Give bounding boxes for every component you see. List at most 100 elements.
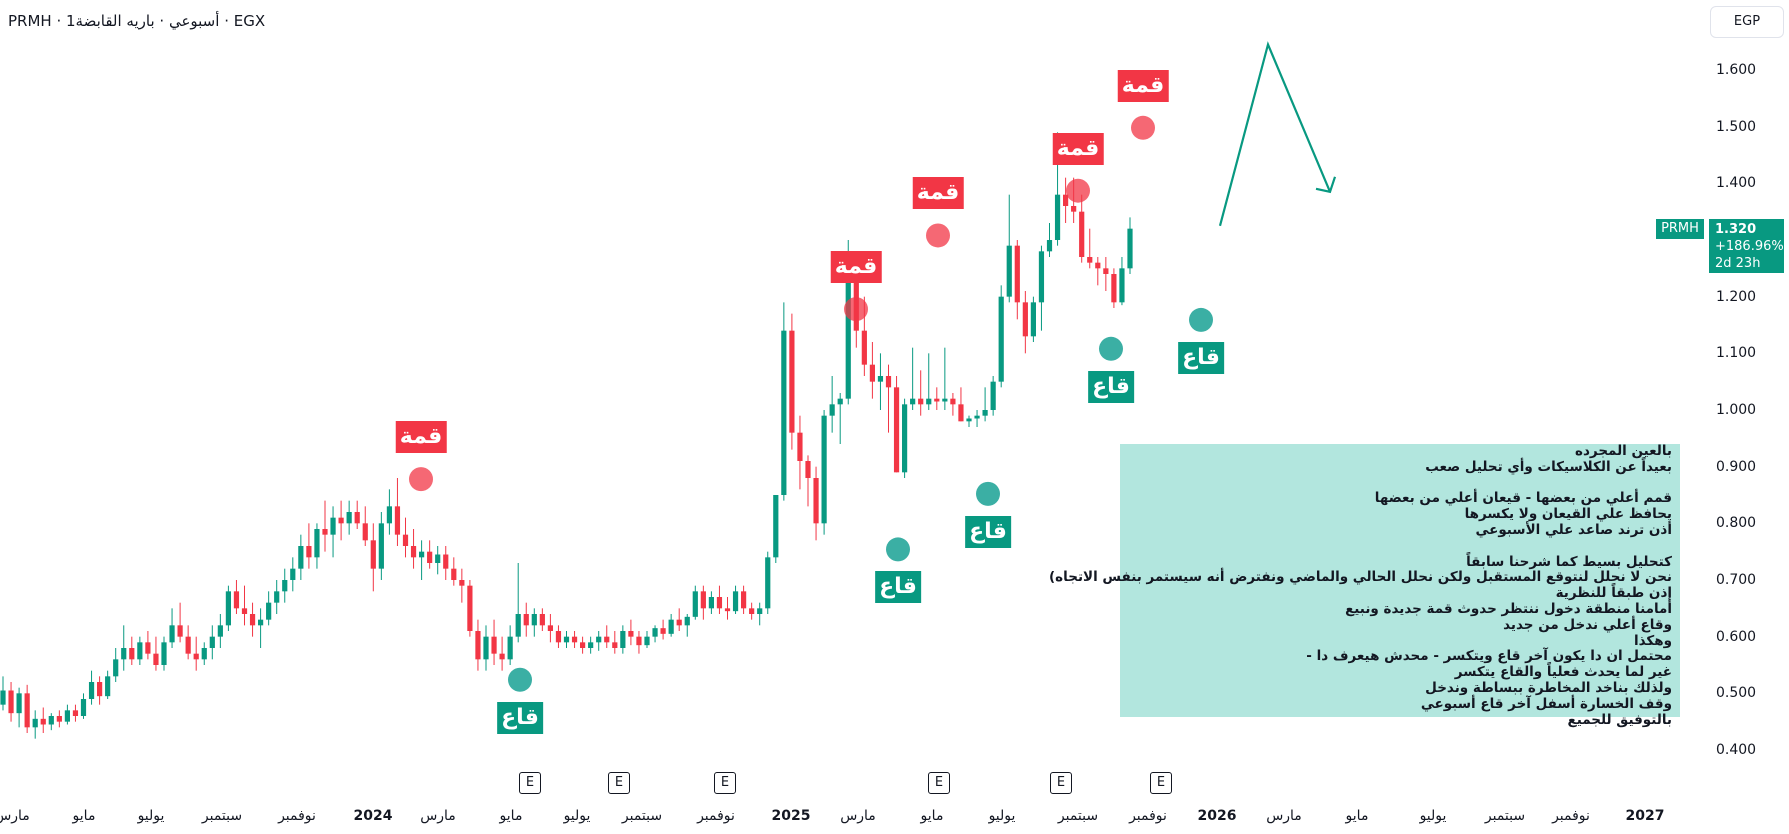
earnings-marker[interactable]: E — [714, 772, 736, 794]
bar-countdown: 2d 23h — [1715, 256, 1761, 271]
currency-button[interactable]: EGP — [1710, 6, 1784, 38]
candle — [1046, 223, 1053, 257]
candle — [877, 353, 884, 410]
candle-body — [169, 625, 175, 643]
candle — [974, 410, 980, 427]
candle — [266, 591, 272, 626]
time-tick: 2026 — [1197, 808, 1237, 824]
candle — [1087, 228, 1093, 269]
candle — [1111, 268, 1117, 308]
candle-body — [926, 398, 932, 405]
candle — [1119, 257, 1125, 306]
candle-body — [644, 636, 650, 646]
candle-body — [1111, 274, 1117, 303]
candle — [88, 670, 95, 705]
candle — [942, 347, 948, 410]
earnings-marker[interactable]: E — [928, 772, 950, 794]
earnings-marker[interactable]: E — [1050, 772, 1072, 794]
candle-body — [266, 602, 272, 620]
candle-body — [370, 540, 376, 569]
candle — [1006, 194, 1012, 303]
candle-body — [193, 653, 199, 660]
projection-arrowhead — [1315, 176, 1337, 194]
candle — [660, 619, 666, 640]
candle-body — [16, 693, 22, 714]
candle — [97, 676, 103, 705]
candle-body — [789, 330, 795, 433]
candle — [829, 376, 835, 433]
price-tick: 1.000 — [1716, 402, 1757, 418]
bottom-marker — [1189, 307, 1213, 332]
candle-body — [209, 636, 215, 648]
candle — [40, 707, 46, 733]
candle — [161, 636, 167, 671]
candle — [869, 342, 875, 399]
candle-body — [1014, 245, 1020, 303]
candle-body — [1046, 240, 1053, 252]
candle — [1063, 177, 1069, 223]
candle — [0, 676, 6, 711]
candle-body — [604, 636, 610, 643]
top-marker — [1066, 178, 1090, 203]
candle-body — [48, 716, 54, 725]
candle — [893, 376, 900, 473]
candle-body — [990, 381, 996, 410]
candle — [137, 636, 143, 665]
note-line: أذن ترند صاعد علي الأسبوعي — [1475, 521, 1672, 538]
candle-body — [362, 523, 368, 541]
candle-body — [757, 608, 763, 614]
candle — [1127, 217, 1133, 274]
candle — [620, 625, 626, 654]
candle-body — [676, 619, 682, 626]
candle — [781, 302, 787, 501]
candle-body — [1006, 245, 1012, 297]
candle-body — [539, 614, 545, 626]
price-tick: 0.400 — [1716, 742, 1757, 758]
candle-body — [523, 614, 529, 626]
candle-body — [0, 690, 6, 705]
candle-body — [435, 554, 441, 563]
candle — [274, 580, 280, 614]
candle-body — [716, 597, 723, 609]
candle-body — [966, 418, 972, 422]
candle-body — [201, 648, 207, 660]
candle — [692, 585, 698, 620]
time-tick: 2027 — [1625, 808, 1665, 824]
earnings-marker[interactable]: E — [519, 772, 541, 794]
candle — [499, 636, 505, 671]
candle — [724, 597, 731, 620]
candle — [958, 387, 964, 422]
earnings-marker[interactable]: E — [1150, 772, 1172, 794]
projection-layer — [1218, 41, 1337, 227]
price-tick: 0.500 — [1716, 685, 1757, 702]
candle-body — [483, 636, 489, 660]
candle-body — [805, 461, 811, 478]
candle-body — [563, 636, 570, 643]
candle-body — [555, 631, 562, 643]
candle-body — [346, 512, 352, 524]
candle — [652, 625, 658, 643]
note-line: وقف الخسارة أسفل آخر قاع أسبوعي — [1420, 695, 1672, 712]
top-marker — [1131, 115, 1155, 140]
time-tick: مارس — [840, 808, 876, 824]
candle-body — [80, 699, 87, 716]
candle — [885, 364, 892, 433]
candle — [515, 563, 521, 643]
candle — [813, 466, 819, 541]
candle-body — [636, 636, 642, 646]
analysis-note[interactable]: بالعين المجرده بعيداً عن الكلاسيكات وأي ت… — [1049, 443, 1680, 727]
candle-body — [314, 529, 320, 558]
candle-body — [708, 597, 714, 609]
candle — [402, 517, 409, 558]
candle — [177, 602, 183, 643]
markers-layer — [409, 115, 1213, 692]
candle-body — [40, 718, 46, 725]
candle — [700, 585, 706, 620]
candle — [354, 500, 360, 529]
time-tick: مايو — [499, 808, 523, 824]
candle — [523, 602, 529, 637]
candle — [765, 551, 771, 614]
earnings-marker[interactable]: E — [608, 772, 630, 794]
bottom-marker — [886, 537, 910, 562]
